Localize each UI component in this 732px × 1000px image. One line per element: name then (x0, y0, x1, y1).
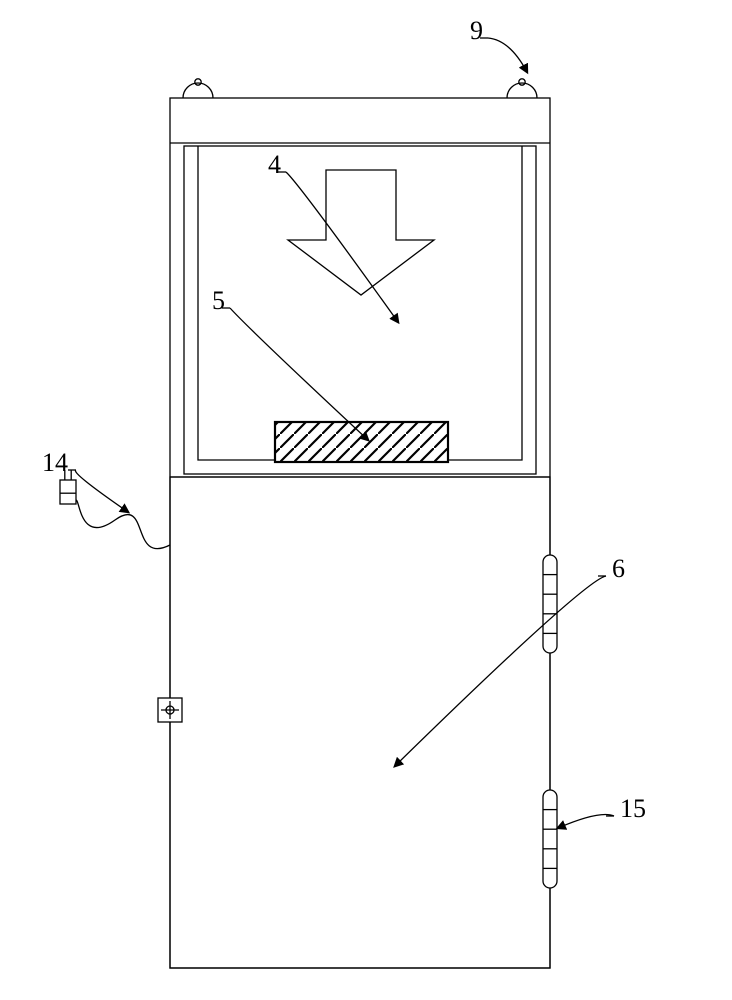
callout-leader-5 (230, 308, 368, 440)
diagram-canvas: 9 4 5 14 6 15 (0, 0, 732, 1000)
hinge-top (543, 555, 557, 653)
cabinet-outline (170, 98, 550, 968)
power-plug (60, 480, 76, 504)
display-panel-inner (198, 146, 522, 460)
speaker-grille (275, 422, 448, 462)
hinge-bottom (543, 790, 557, 888)
down-arrow-icon (288, 170, 434, 295)
door-panel (170, 477, 550, 968)
callout-label-9: 9 (470, 16, 483, 45)
callout-label-4: 4 (268, 150, 281, 179)
callout-leader-9 (488, 38, 527, 72)
callout-leader-14 (75, 470, 128, 512)
left-lug-hole (195, 79, 201, 85)
callout-label-15: 15 (620, 794, 646, 823)
callout-label-14: 14 (42, 448, 68, 477)
callout-label-6: 6 (612, 554, 625, 583)
callout-label-5: 5 (212, 286, 225, 315)
right-lug-hole (519, 79, 525, 85)
power-cord (76, 500, 170, 549)
callout-leader-4 (286, 172, 398, 322)
callout-leader-6 (395, 576, 606, 766)
callout-leader-15 (558, 815, 614, 829)
